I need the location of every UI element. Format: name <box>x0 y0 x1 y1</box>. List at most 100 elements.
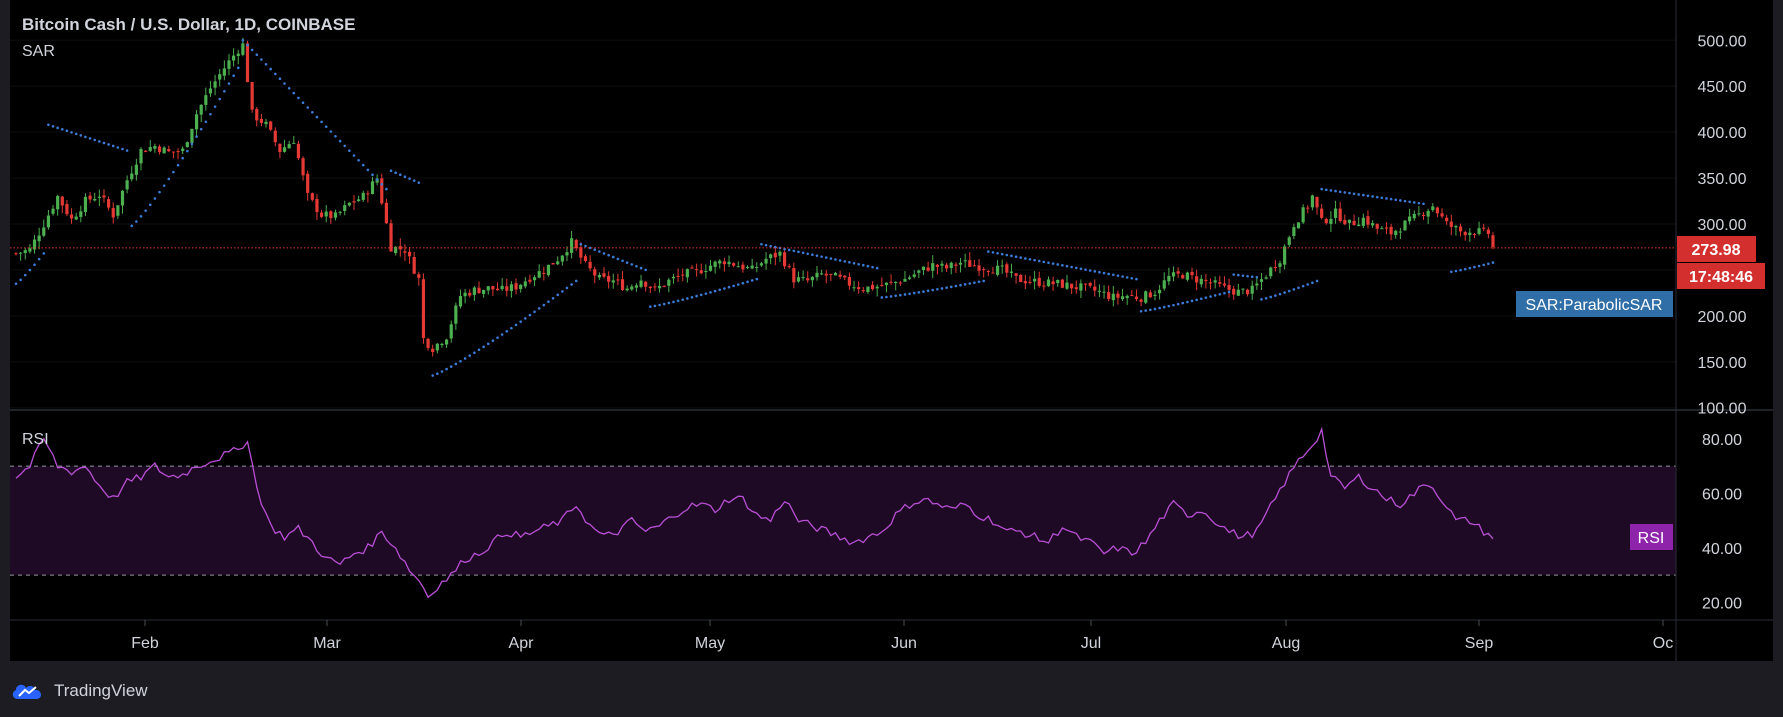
sar-dot <box>1454 269 1458 273</box>
sar-dot <box>736 283 740 286</box>
candle-down <box>843 275 847 278</box>
candle-down <box>1028 281 1032 283</box>
sar-dot <box>431 374 435 377</box>
symbol-title[interactable]: Bitcoin Cash / U.S. Dollar, 1D, COINBASE <box>22 15 355 34</box>
sar-dot <box>61 128 64 131</box>
sar-dot <box>533 310 536 314</box>
sar-dot <box>486 342 490 346</box>
candle-up <box>833 272 838 276</box>
candle-up <box>194 114 199 130</box>
candle-down <box>1176 271 1180 274</box>
price-tick-label: 150.00 <box>1698 355 1747 372</box>
sar-dot <box>1116 274 1120 277</box>
candle-down <box>1435 207 1440 214</box>
candle-up <box>963 260 967 262</box>
candle-down <box>495 288 500 291</box>
sar-dot <box>1283 291 1286 294</box>
candle-up <box>852 287 856 289</box>
candle-down <box>65 204 69 215</box>
sar-dot <box>621 259 624 263</box>
candle-up <box>162 147 166 154</box>
sar-dot <box>79 134 83 137</box>
candle-down <box>306 173 310 193</box>
sar-dot <box>959 283 962 287</box>
sar-dot <box>1195 298 1198 302</box>
sar-dot <box>1320 187 1323 191</box>
sar-dot <box>1297 286 1300 290</box>
candle-down <box>972 265 977 267</box>
rsi-axis[interactable]: 80.00 60.00 40.00 20.00 <box>1702 432 1742 613</box>
sar-indicator-label[interactable]: SAR <box>22 43 55 60</box>
candle-down <box>315 198 319 213</box>
candle-up <box>685 269 689 278</box>
sar-dot <box>47 123 50 127</box>
sar-dot <box>1463 267 1467 271</box>
rsi-indicator-label[interactable]: RSI <box>22 431 49 448</box>
sar-dot <box>908 292 911 296</box>
candle-up <box>1144 291 1148 303</box>
candle-up <box>222 68 226 76</box>
sar-dot <box>1172 303 1175 307</box>
candle-up <box>1046 279 1051 287</box>
candle-down <box>505 286 509 291</box>
sar-dot <box>459 359 462 363</box>
candle-down <box>301 158 305 176</box>
candle-up <box>1065 282 1069 289</box>
candle-up <box>208 88 213 94</box>
sar-dot <box>1107 272 1110 276</box>
sar-dot <box>283 82 286 85</box>
sar-dot <box>209 112 212 116</box>
candle-down <box>431 348 435 353</box>
sar-dot <box>19 278 22 282</box>
candle-up <box>903 278 907 282</box>
candle-down <box>986 271 990 273</box>
rsi-tag-value: RSI <box>1638 530 1665 547</box>
candle-up <box>921 266 926 271</box>
sar-dot <box>56 126 59 130</box>
candle-down <box>417 274 421 278</box>
sar-dot <box>537 307 541 310</box>
candle-up <box>949 262 953 269</box>
sar-dot <box>496 336 499 339</box>
sar-dot <box>616 257 620 261</box>
sar-dot <box>311 110 314 114</box>
candle-down <box>681 274 685 276</box>
candle-down <box>616 279 620 281</box>
candle-up <box>1079 283 1083 291</box>
tradingview-cloud-icon[interactable] <box>10 680 46 702</box>
candle-down <box>583 256 588 262</box>
price-tick-label: 300.00 <box>1698 217 1747 234</box>
price-pane[interactable] <box>10 37 1676 377</box>
candle-down <box>88 195 92 200</box>
sar-dot <box>635 264 638 268</box>
sar-dot <box>385 187 388 191</box>
candle-up <box>671 276 676 279</box>
candle-down <box>1320 208 1324 218</box>
candle-up <box>458 295 463 307</box>
sar-dot <box>1246 274 1249 278</box>
candle-up <box>370 181 375 195</box>
candle-down <box>1134 296 1139 299</box>
price-axis[interactable]: 500.00450.00400.00350.00300.00250.00200.… <box>1698 33 1747 417</box>
sar-dot <box>1186 300 1189 304</box>
sar-dot <box>579 242 583 246</box>
candle-down <box>982 269 986 271</box>
sar-dot <box>686 297 689 300</box>
brand-name[interactable]: TradingView <box>54 681 148 700</box>
sar-dot <box>1130 276 1134 280</box>
sar-dot <box>1362 193 1365 197</box>
rsi-pane[interactable] <box>10 426 1676 599</box>
time-axis[interactable]: Feb Mar Apr May Jun Jul Aug Sep Oc <box>131 620 1673 652</box>
sar-dot <box>1084 268 1087 271</box>
sar-dot <box>1357 193 1360 196</box>
candle-down <box>468 292 472 296</box>
sar-dot <box>371 173 374 176</box>
candle-down <box>107 199 111 208</box>
sar-dot <box>681 298 685 301</box>
candle-up <box>153 145 157 149</box>
sar-dot <box>1264 296 1268 300</box>
candle-up <box>1250 285 1254 294</box>
candle-down <box>1315 196 1319 208</box>
sar-dot <box>329 130 333 133</box>
